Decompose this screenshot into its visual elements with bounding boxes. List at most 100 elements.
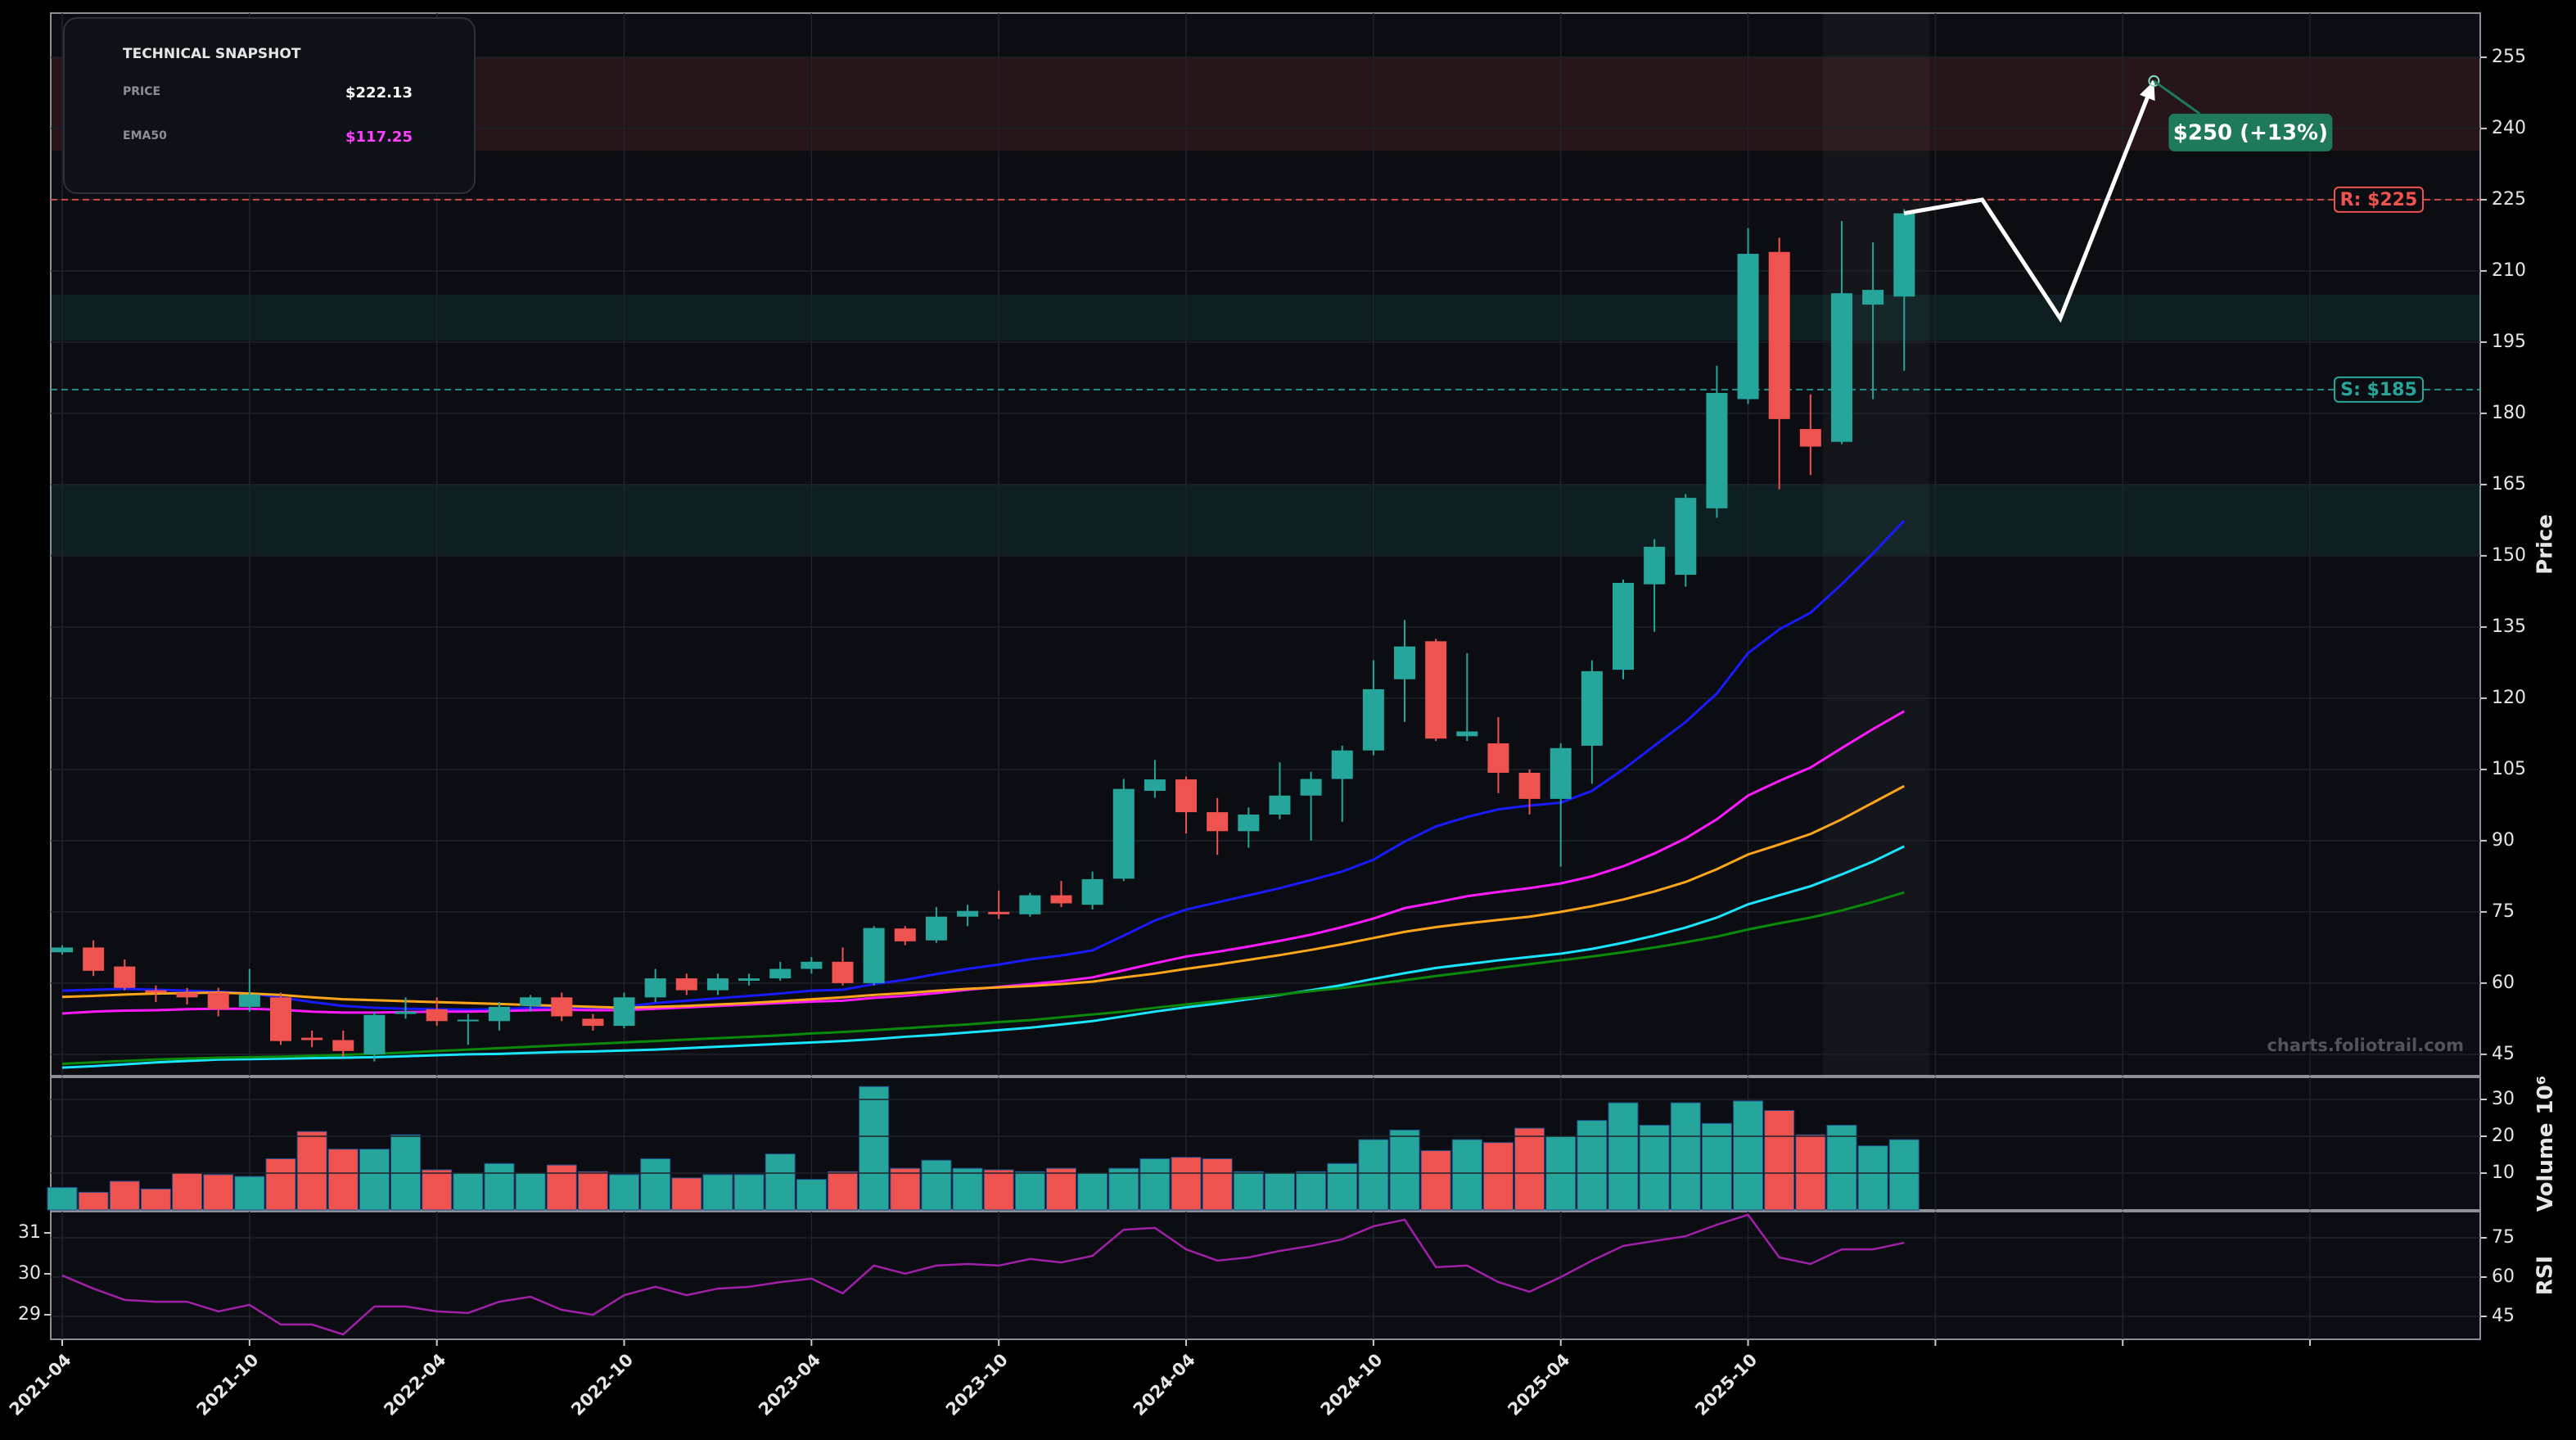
candle-body	[551, 997, 573, 1017]
volume-bar	[1171, 1157, 1202, 1211]
volume-bar	[47, 1187, 78, 1211]
candle-body	[114, 966, 136, 988]
volume-bar	[546, 1164, 577, 1211]
candle-body	[176, 992, 198, 998]
candle-body	[1300, 779, 1322, 796]
volume-bar	[1577, 1120, 1608, 1211]
panel	[50, 1211, 2481, 1340]
candle-body	[1050, 895, 1072, 904]
candle-body	[1550, 747, 1572, 799]
candle-body	[332, 1040, 354, 1051]
candle-body	[644, 978, 666, 998]
candle-body	[1112, 788, 1135, 879]
snapshot-value: $222.13	[345, 84, 413, 102]
candle-body	[1019, 895, 1041, 914]
volume-bar	[1358, 1139, 1389, 1211]
candle-body	[83, 947, 105, 971]
candle-body	[1768, 251, 1790, 419]
candle-body	[488, 1006, 510, 1022]
ema-line	[61, 845, 1905, 1069]
candle-body	[1799, 429, 1821, 447]
volume-bar	[1701, 1122, 1732, 1211]
candle-body	[769, 968, 792, 979]
snapshot-label: PRICE	[123, 85, 160, 98]
ema-line	[61, 784, 1905, 1009]
y2-tick-label: 31	[18, 1222, 41, 1243]
volume-bar	[1108, 1167, 1139, 1211]
volume-bar	[109, 1180, 140, 1211]
candle-body	[1269, 795, 1291, 815]
zone	[51, 294, 2480, 341]
candle-body	[1394, 646, 1416, 679]
zone	[51, 484, 2480, 555]
level-label: S: $185	[2340, 380, 2417, 400]
volume-bar	[640, 1158, 671, 1211]
candle-body	[894, 928, 916, 941]
volume-bar	[859, 1086, 890, 1211]
volume-bar	[1045, 1167, 1076, 1211]
volume-bar	[1857, 1145, 1888, 1211]
level-label: R: $225	[2340, 190, 2418, 210]
y-tick-label: 150	[2492, 545, 2526, 566]
y-tick-label: 225	[2492, 189, 2526, 210]
target-point	[2148, 74, 2160, 87]
snapshot-value: $117.25	[345, 129, 413, 146]
snapshot-panel: TECHNICAL SNAPSHOT PRICE $222.13 EMA50 $…	[63, 17, 476, 194]
volume-bar	[1764, 1110, 1795, 1211]
candle-body	[426, 1009, 448, 1022]
candle-body	[301, 1037, 323, 1041]
volume-bar	[359, 1149, 390, 1211]
volume-bar	[1327, 1162, 1358, 1211]
candle-body	[957, 910, 979, 917]
candle-body	[1644, 546, 1666, 585]
y-tick-label: 60	[2492, 1266, 2515, 1287]
y-tick-label: 75	[2492, 1227, 2515, 1248]
candle-body	[613, 997, 635, 1027]
candle-body	[1144, 779, 1166, 792]
candle-body	[925, 916, 947, 941]
volume-bar	[890, 1167, 921, 1211]
candle-body	[1675, 498, 1697, 576]
volume-offset: 10⁶	[2533, 1076, 2558, 1115]
y-tick-label: 105	[2492, 759, 2526, 779]
candle-body	[1456, 731, 1478, 737]
volume-bar	[1451, 1139, 1482, 1211]
volume-bar	[203, 1174, 234, 1211]
y2-tick-label: 29	[18, 1304, 41, 1325]
volume-bar	[1795, 1134, 1826, 1211]
candle-body	[1487, 743, 1509, 773]
volume-bar	[828, 1171, 858, 1211]
volume-bar	[702, 1174, 733, 1211]
y-axis-label: Price	[2533, 514, 2558, 575]
volume-label: Volume	[2533, 1122, 2558, 1212]
candle-body	[395, 1011, 417, 1014]
rsi-line	[61, 1213, 1905, 1336]
target-label-box	[2168, 113, 2333, 151]
volume-bar	[1233, 1171, 1264, 1211]
volume-bar	[796, 1179, 827, 1211]
candle-body	[269, 997, 291, 1041]
watermark: charts.foliotrail.com	[2267, 1036, 2464, 1055]
volume-bar	[1826, 1125, 1857, 1211]
candle-body	[52, 947, 73, 953]
y-tick-label: 135	[2492, 616, 2526, 637]
volume-bar	[733, 1174, 765, 1211]
candle-body	[1862, 290, 1884, 305]
y-tick-label: 255	[2492, 47, 2526, 67]
volume-axis-label: Volume 10⁶	[2533, 1076, 2558, 1212]
y2-tick-label: 30	[18, 1263, 41, 1284]
candle-body	[1238, 815, 1260, 832]
recent-highlight	[1823, 13, 1929, 1076]
volume-bar	[1296, 1171, 1327, 1211]
volume-bar	[1888, 1139, 1920, 1211]
candle-body	[1362, 688, 1384, 751]
y-tick-label: 210	[2492, 260, 2526, 281]
volume-bar	[671, 1177, 702, 1211]
volume-bar	[1514, 1127, 1545, 1211]
volume-bar	[327, 1149, 359, 1211]
candle-body	[582, 1018, 604, 1027]
volume-bar	[453, 1172, 484, 1211]
volume-bar	[1482, 1142, 1514, 1211]
level-label-box	[2334, 376, 2424, 403]
y-tick-label: 30	[2492, 1089, 2515, 1109]
